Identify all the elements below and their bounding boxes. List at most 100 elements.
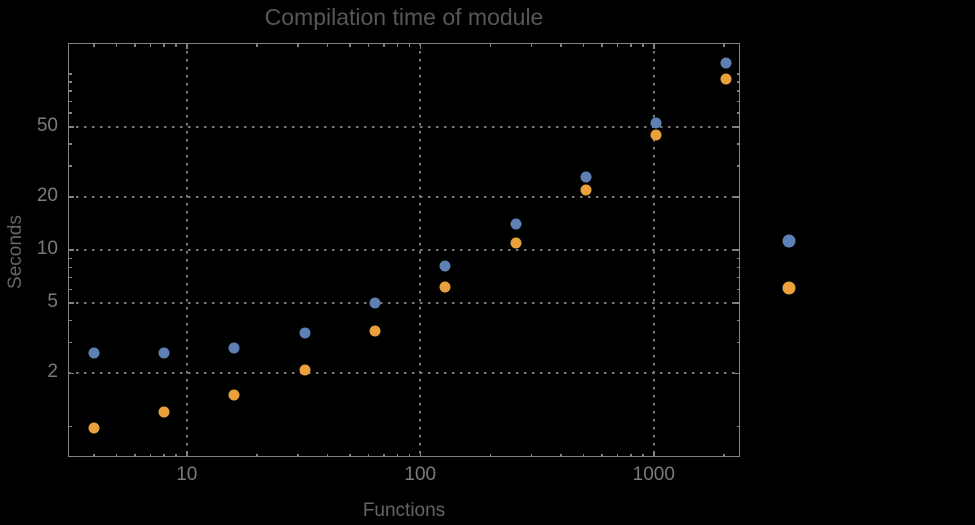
x-tick	[367, 453, 370, 457]
x-tick-label: 1000	[632, 464, 675, 485]
data-point-series-1	[720, 57, 732, 69]
x-tick	[186, 451, 188, 457]
data-point-series-2	[580, 184, 592, 196]
x-tick	[297, 43, 299, 47]
data-point-series-2	[369, 325, 381, 336]
x-tick	[630, 43, 632, 47]
y-tick	[734, 372, 740, 375]
data-point-series-1	[580, 171, 592, 183]
x-tick	[653, 43, 655, 49]
data-point-series-2	[510, 237, 522, 249]
y-tick	[68, 276, 72, 279]
x-tick	[326, 453, 329, 457]
x-tick	[396, 43, 399, 47]
x-tick	[256, 43, 258, 47]
y-tick	[68, 266, 72, 268]
x-tick	[582, 43, 585, 47]
x-tick	[723, 453, 725, 457]
x-tick	[149, 43, 152, 47]
y-tick	[68, 165, 72, 167]
y-tick	[68, 90, 72, 92]
x-tick	[489, 453, 492, 457]
x-tick	[149, 453, 152, 457]
data-point-series-1	[158, 347, 170, 359]
x-tick	[367, 43, 370, 47]
data-point-series-1	[88, 347, 100, 359]
y-tick	[734, 249, 740, 251]
data-point-series-2	[299, 364, 311, 376]
x-axis-label: Functions	[362, 500, 446, 521]
x-tick	[530, 453, 533, 457]
x-tick	[256, 453, 258, 457]
data-point-series-2	[439, 281, 451, 293]
y-tick	[736, 112, 740, 114]
y-tick	[68, 425, 72, 428]
y-tick	[734, 196, 740, 198]
y-tick	[736, 266, 740, 268]
legend-marker-series-2-marker	[782, 281, 796, 295]
y-tick	[736, 73, 740, 75]
y-tick-label: 2	[47, 361, 58, 383]
y-gridline	[68, 302, 740, 305]
y-tick	[68, 73, 72, 75]
y-tick	[736, 288, 740, 291]
x-tick	[175, 453, 177, 457]
y-tick	[734, 126, 740, 128]
x-tick	[419, 43, 422, 49]
x-tick	[560, 453, 562, 457]
x-tick	[93, 453, 95, 457]
x-tick	[723, 43, 725, 47]
x-tick	[616, 43, 619, 47]
x-tick	[383, 43, 385, 47]
x-tick	[530, 43, 533, 47]
x-tick	[163, 453, 165, 457]
y-tick	[68, 249, 74, 251]
y-tick	[736, 90, 740, 92]
x-tick	[297, 453, 299, 457]
y-tick	[68, 302, 74, 304]
y-tick	[736, 341, 740, 344]
x-tick	[601, 453, 603, 457]
x-tick	[326, 43, 329, 47]
x-tick	[134, 453, 136, 457]
data-point-series-1	[510, 218, 522, 230]
x-tick	[408, 453, 411, 457]
x-tick	[134, 43, 136, 47]
data-point-series-2	[228, 389, 240, 401]
x-tick	[642, 43, 644, 47]
y-tick	[736, 319, 740, 322]
data-point-series-2	[720, 73, 732, 85]
y-tick	[68, 288, 72, 291]
y-tick	[734, 302, 740, 304]
y-tick	[68, 196, 74, 198]
data-point-series-1	[228, 342, 240, 354]
y-tick	[68, 341, 72, 344]
x-tick	[349, 453, 351, 457]
x-tick	[349, 43, 351, 47]
x-tick	[93, 43, 95, 47]
y-tick	[68, 143, 72, 145]
y-tick	[68, 100, 72, 103]
y-gridline	[68, 249, 740, 252]
y-tick	[68, 257, 72, 259]
x-tick	[616, 453, 619, 457]
y-tick	[68, 372, 74, 375]
x-tick	[560, 43, 562, 47]
y-tick	[736, 165, 740, 167]
chart-title: Compilation time of module	[264, 4, 544, 30]
x-tick	[396, 453, 399, 457]
x-tick	[630, 453, 632, 457]
y-tick	[736, 425, 740, 428]
data-point-series-1	[299, 327, 311, 339]
y-gridline	[68, 372, 740, 375]
y-tick	[736, 143, 740, 145]
y-gridline	[68, 196, 740, 199]
x-tick	[653, 451, 655, 457]
x-tick	[408, 43, 411, 47]
x-tick	[383, 453, 385, 457]
x-tick	[489, 43, 492, 47]
x-tick	[582, 453, 585, 457]
y-tick-label: 20	[36, 185, 58, 207]
y-tick	[68, 81, 72, 83]
